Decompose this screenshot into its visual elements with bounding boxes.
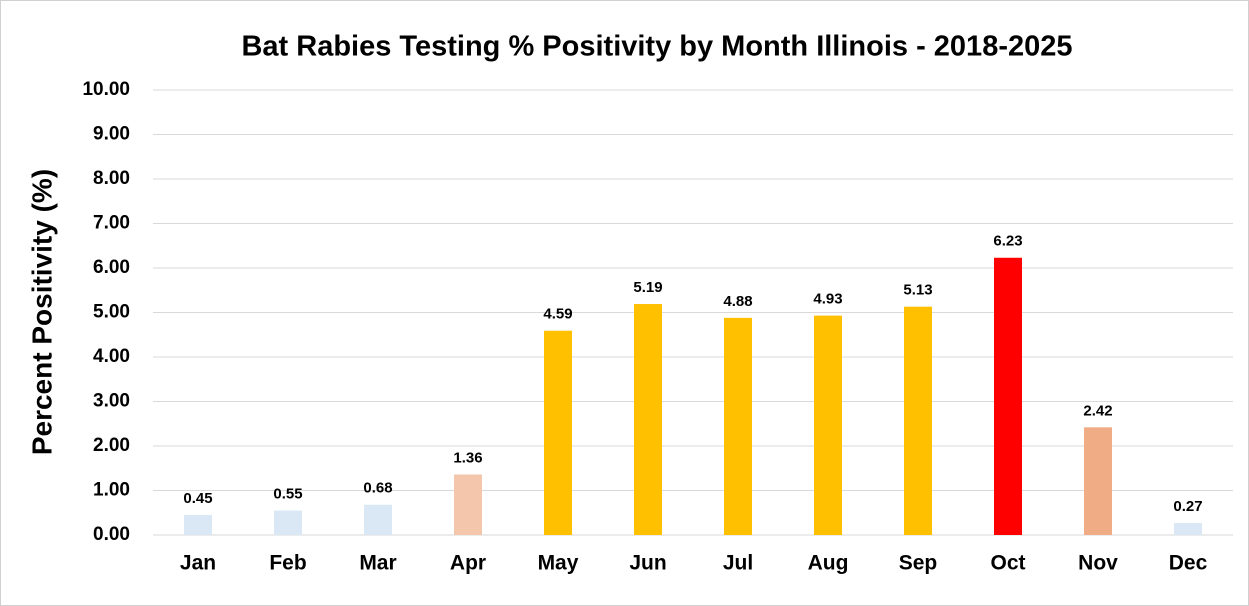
x-tick-label: Dec xyxy=(1169,552,1208,575)
data-label: 4.88 xyxy=(723,293,752,310)
bar xyxy=(904,306,932,535)
x-tick-label: Jan xyxy=(180,552,216,575)
bar xyxy=(814,315,842,535)
x-tick-label: Jul xyxy=(723,552,753,575)
y-tick-label: 0.00 xyxy=(93,524,130,545)
data-label: 6.23 xyxy=(993,233,1022,250)
x-tick-label: Aug xyxy=(808,552,849,575)
x-tick-label: Mar xyxy=(359,552,396,575)
y-tick-label: 7.00 xyxy=(93,213,130,234)
data-label: 5.13 xyxy=(903,282,932,299)
x-tick-label: Sep xyxy=(899,552,938,575)
data-label: 0.68 xyxy=(363,480,392,497)
data-label: 2.42 xyxy=(1083,402,1112,419)
bar xyxy=(1084,427,1112,535)
bar xyxy=(454,474,482,535)
bar xyxy=(994,257,1022,535)
x-tick-label: Apr xyxy=(450,552,486,575)
bar xyxy=(364,504,392,535)
y-axis-label: Percent Positivity (%) xyxy=(26,169,57,455)
bar xyxy=(544,330,572,535)
data-label: 0.27 xyxy=(1173,498,1202,515)
data-label: 4.59 xyxy=(543,306,572,323)
bar xyxy=(634,304,662,535)
bar xyxy=(274,510,302,535)
y-tick-label: 1.00 xyxy=(93,480,130,501)
chart-title: Bat Rabies Testing % Positivity by Month… xyxy=(241,31,1072,63)
y-tick-label: 9.00 xyxy=(93,124,130,145)
data-label: 5.19 xyxy=(633,279,662,296)
data-label: 0.55 xyxy=(273,485,302,502)
data-label: 1.36 xyxy=(453,449,482,466)
x-tick-label: May xyxy=(538,552,579,575)
y-tick-label: 10.00 xyxy=(82,79,130,100)
bar xyxy=(1174,522,1202,535)
y-tick-label: 6.00 xyxy=(93,257,130,278)
y-tick-label: 4.00 xyxy=(93,346,130,367)
y-tick-label: 2.00 xyxy=(93,435,130,456)
y-tick-label: 5.00 xyxy=(93,302,130,323)
bar xyxy=(724,317,752,535)
y-tick-label: 8.00 xyxy=(93,168,130,189)
x-tick-label: Jun xyxy=(629,552,666,575)
data-label: 0.45 xyxy=(183,490,212,507)
data-label: 4.93 xyxy=(813,291,842,308)
x-tick-label: Nov xyxy=(1078,552,1118,575)
x-tick-label: Oct xyxy=(990,552,1025,575)
x-tick-label: Feb xyxy=(269,552,306,575)
bar xyxy=(184,514,212,535)
y-tick-label: 3.00 xyxy=(93,391,130,412)
